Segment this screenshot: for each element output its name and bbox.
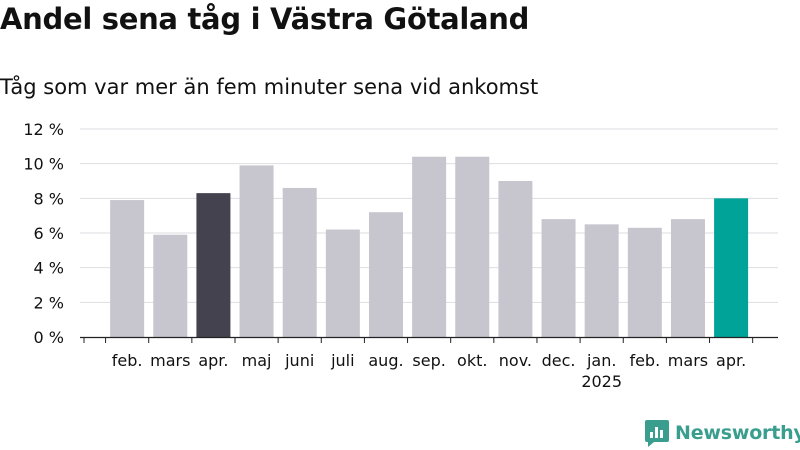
bar xyxy=(412,156,447,337)
newsworthy-logo: Newsworthy xyxy=(644,419,800,447)
bar xyxy=(541,219,576,337)
y-tick-label: 8 % xyxy=(34,189,64,208)
y-tick-label: 6 % xyxy=(34,224,64,243)
bar xyxy=(670,219,705,337)
x-tick-label: nov. xyxy=(499,351,532,370)
x-tick-label: okt. xyxy=(457,351,487,370)
newsworthy-logo-icon xyxy=(645,420,669,447)
bar xyxy=(455,156,490,337)
y-tick-label: 10 % xyxy=(23,155,64,174)
y-tick-label: 2 % xyxy=(34,293,64,312)
chart-title: Andel sena tåg i Västra Götaland xyxy=(0,2,530,36)
y-tick-label: 0 % xyxy=(34,328,64,347)
newsworthy-logo-text: Newsworthy xyxy=(675,422,800,444)
x-tick-label: sep. xyxy=(412,351,445,370)
x-tick-label: mars xyxy=(150,351,190,370)
bar xyxy=(239,165,274,337)
bar xyxy=(325,229,360,337)
x-year-label: 2025 xyxy=(581,372,622,391)
bar xyxy=(584,224,619,337)
bar xyxy=(196,193,231,337)
x-tick-label: jan. xyxy=(586,351,616,370)
bar xyxy=(282,187,317,337)
x-tick-label: maj xyxy=(242,351,272,370)
y-tick-label: 4 % xyxy=(34,259,64,278)
bar xyxy=(627,227,662,337)
bar xyxy=(368,212,403,337)
x-tick-label: feb. xyxy=(112,351,143,370)
bar xyxy=(153,234,188,337)
x-tick-label: juli xyxy=(330,351,354,370)
y-tick-label: 12 % xyxy=(23,120,64,139)
bar xyxy=(110,200,145,337)
chart-subtitle: Tåg som var mer än fem minuter sena vid … xyxy=(0,75,539,99)
bar xyxy=(714,198,749,337)
x-tick-label: feb. xyxy=(629,351,660,370)
x-tick-label: apr. xyxy=(198,351,228,370)
x-tick-label: apr. xyxy=(716,351,746,370)
x-tick-label: juni xyxy=(284,351,314,370)
x-tick-label: dec. xyxy=(542,351,576,370)
bar xyxy=(498,181,533,337)
x-tick-label: mars xyxy=(668,351,708,370)
x-tick-label: aug. xyxy=(368,351,403,370)
